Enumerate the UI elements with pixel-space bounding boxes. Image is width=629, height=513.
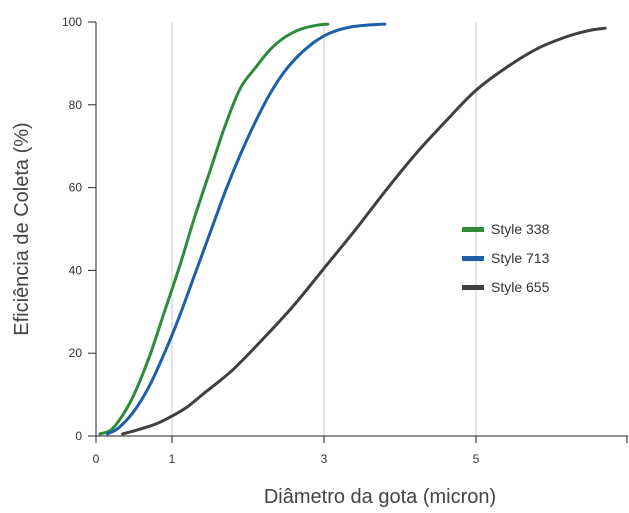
x-tick-label: 0 [93,452,100,466]
legend-label: Style 713 [491,250,550,266]
x-tick-label: 5 [473,452,480,466]
y-tick-label: 20 [69,346,83,360]
x-axis-ticks: 0 1 3 5 [93,436,628,466]
x-tick-label: 3 [321,452,328,466]
legend-swatch [462,285,484,290]
y-tick-label: 80 [69,98,83,112]
series-line-1 [98,22,330,436]
y-tick-label: 0 [75,429,82,443]
legend-swatch [462,227,484,232]
legend: Style 338 Style 713 Style 655 [462,221,550,295]
grid [171,22,477,436]
x-tick-label: 1 [169,452,176,466]
series-line-3 [121,26,607,436]
y-axis-title: Eficiência de Coleta (%) [11,122,33,335]
y-tick-label: 40 [69,263,83,277]
legend-label: Style 338 [491,221,550,237]
x-axis-title: Diâmetro da gota (micron) [264,486,496,508]
legend-label: Style 655 [491,279,550,295]
series-line-2 [105,22,387,436]
axes [95,22,628,437]
legend-swatch [462,256,484,261]
y-tick-label: 100 [62,15,82,29]
y-axis-ticks: 0 20 40 60 80 100 [62,15,96,443]
series-lines [98,22,607,436]
y-tick-label: 60 [69,181,83,195]
